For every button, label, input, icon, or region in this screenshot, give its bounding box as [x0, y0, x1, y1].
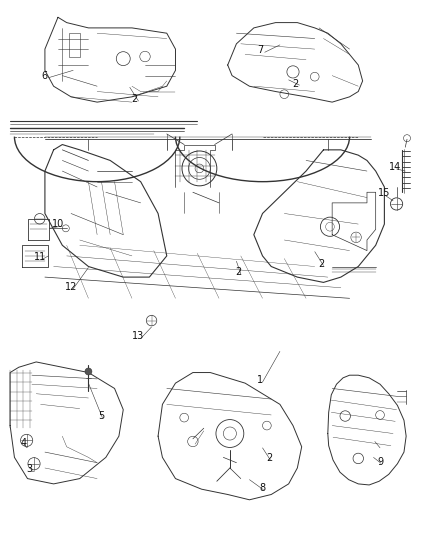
Text: 7: 7: [257, 45, 264, 55]
Text: 2: 2: [318, 259, 325, 269]
Bar: [69, 33, 80, 57]
Text: 1: 1: [257, 375, 263, 385]
Text: 13: 13: [132, 332, 145, 342]
Text: 8: 8: [259, 483, 265, 493]
Text: 10: 10: [52, 219, 64, 229]
Text: 11: 11: [35, 252, 47, 262]
Text: 3: 3: [27, 464, 33, 474]
Text: 6: 6: [41, 70, 47, 80]
Text: 2: 2: [292, 78, 298, 88]
Text: 14: 14: [389, 162, 401, 172]
Text: 15: 15: [378, 188, 391, 198]
Text: 9: 9: [377, 457, 383, 466]
Text: 2: 2: [266, 454, 272, 463]
Ellipse shape: [85, 368, 92, 375]
Text: 4: 4: [20, 438, 26, 448]
Text: 2: 2: [236, 267, 242, 277]
Text: 2: 2: [131, 94, 137, 104]
Text: 12: 12: [65, 281, 77, 292]
Text: 5: 5: [99, 411, 105, 421]
